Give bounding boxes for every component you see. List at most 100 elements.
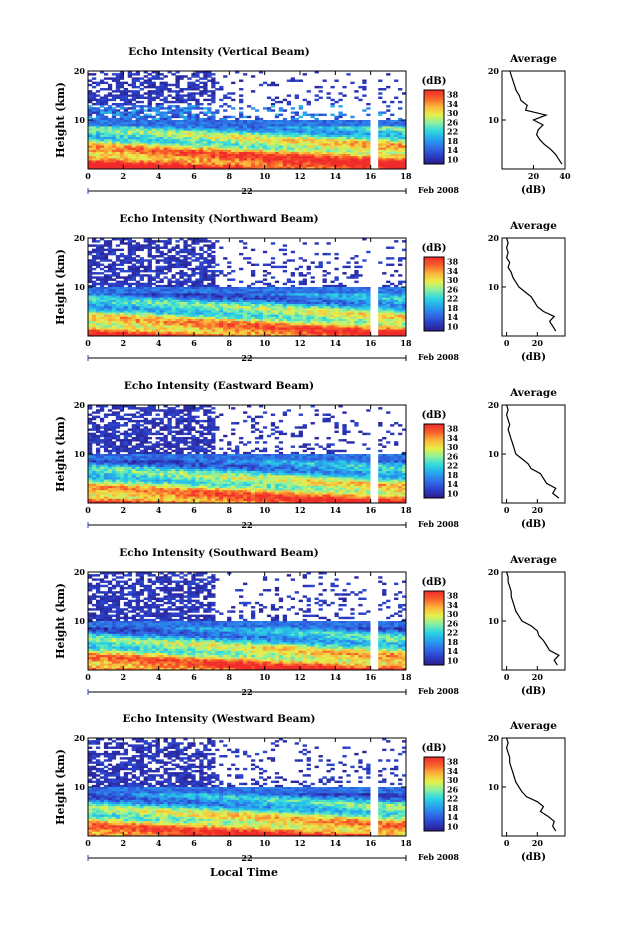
- heatmap-cell: [390, 315, 394, 317]
- heatmap-cell: [390, 291, 394, 293]
- heatmap-cell: [179, 283, 183, 285]
- heatmap-cell: [263, 289, 267, 291]
- heatmap-cell: [338, 323, 342, 325]
- heatmap-cell: [116, 148, 120, 150]
- heatmap-cell: [390, 298, 394, 300]
- heatmap-cell: [287, 148, 291, 150]
- heatmap-cell: [247, 143, 251, 145]
- heatmap-cell: [263, 122, 267, 124]
- heatmap-cell: [219, 308, 223, 310]
- heatmap-cell: [171, 148, 175, 150]
- heatmap-cell: [215, 154, 219, 156]
- heatmap-cell: [243, 325, 247, 327]
- heatmap-cell: [307, 129, 311, 131]
- heatmap-cell: [108, 133, 112, 135]
- heatmap-cell: [291, 163, 295, 165]
- heatmap-cell: [350, 150, 354, 152]
- heatmap-cell: [88, 251, 92, 253]
- heatmap-cell: [231, 143, 235, 145]
- heatmap-cell: [271, 146, 275, 148]
- heatmap-cell: [128, 291, 132, 293]
- heatmap-cell: [275, 332, 279, 334]
- heatmap-cell: [303, 146, 307, 148]
- heatmap-cell: [303, 122, 307, 124]
- heatmap-cell: [108, 270, 112, 272]
- heatmap-cell: [100, 80, 104, 82]
- heatmap-cell: [120, 92, 124, 94]
- heatmap-cell: [156, 109, 160, 111]
- heatmap-cell: [398, 124, 402, 126]
- heatmap-cell: [112, 249, 116, 251]
- heatmap-cell: [211, 242, 215, 244]
- heatmap-cell: [104, 116, 108, 118]
- heatmap-cell: [136, 332, 140, 334]
- heatmap-cell: [195, 88, 199, 90]
- heatmap-cell: [100, 272, 104, 274]
- heatmap-cell: [279, 323, 283, 325]
- heatmap-cell: [128, 310, 132, 312]
- heatmap-cell: [148, 152, 152, 154]
- heatmap-cell: [148, 315, 152, 317]
- heatmap-cell: [275, 313, 279, 315]
- heatmap-cell: [398, 154, 402, 156]
- heatmap-cell: [168, 94, 172, 96]
- heatmap-cell: [354, 90, 358, 92]
- heatmap-cell: [160, 135, 164, 137]
- heatmap-cell: [104, 317, 108, 319]
- heatmap-cell: [354, 317, 358, 319]
- heatmap-cell: [295, 129, 299, 131]
- heatmap-cell: [243, 143, 247, 145]
- heatmap-cell: [323, 291, 327, 293]
- heatmap-cell: [307, 150, 311, 152]
- heatmap-cell: [319, 310, 323, 312]
- heatmap-cell: [219, 139, 223, 141]
- heatmap-cell: [116, 150, 120, 152]
- heatmap-cell: [358, 289, 362, 291]
- heatmap-cell: [124, 82, 128, 84]
- heatmap-cell: [112, 150, 116, 152]
- heatmap-cell: [124, 90, 128, 92]
- heatmap-cell: [291, 156, 295, 158]
- heatmap-cell: [120, 296, 124, 298]
- heatmap-cell: [287, 317, 291, 319]
- heatmap-cell: [394, 313, 398, 315]
- heatmap-cell: [116, 321, 120, 323]
- heatmap-cell: [171, 152, 175, 154]
- heatmap-cell: [235, 156, 239, 158]
- heatmap-cell: [160, 270, 164, 272]
- heatmap-cell: [394, 270, 398, 272]
- heatmap-cell: [342, 289, 346, 291]
- heatmap-cell: [239, 293, 243, 295]
- heatmap-cell: [144, 97, 148, 99]
- heatmap-cell: [394, 306, 398, 308]
- heatmap-cell: [283, 289, 287, 291]
- heatmap-cell: [271, 291, 275, 293]
- heatmap-cell: [156, 308, 160, 310]
- heatmap-cell: [120, 264, 124, 266]
- heatmap-cell: [140, 259, 144, 261]
- heatmap-cell: [215, 315, 219, 317]
- heatmap-cell: [358, 137, 362, 139]
- heatmap-cell: [96, 90, 100, 92]
- heatmap-cell: [191, 332, 195, 334]
- heatmap-cell: [287, 313, 291, 315]
- heatmap-cell: [394, 330, 398, 332]
- heatmap-cell: [323, 302, 327, 304]
- heatmap-cell: [171, 105, 175, 107]
- heatmap-cell: [187, 139, 191, 141]
- heatmap-cell: [88, 272, 92, 274]
- heatmap-cell: [124, 163, 128, 165]
- heatmap-cell: [211, 129, 215, 131]
- heatmap-cell: [116, 323, 120, 325]
- heatmap-cell: [136, 105, 140, 107]
- heatmap-cell: [148, 323, 152, 325]
- heatmap-cell: [251, 304, 255, 306]
- heatmap-cell: [195, 156, 199, 158]
- heatmap-cell: [398, 304, 402, 306]
- heatmap-cell: [231, 150, 235, 152]
- heatmap-cell: [140, 300, 144, 302]
- heatmap-cell: [211, 327, 215, 329]
- heatmap-cell: [120, 315, 124, 317]
- heatmap-cell: [283, 327, 287, 329]
- heatmap-cell: [283, 253, 287, 255]
